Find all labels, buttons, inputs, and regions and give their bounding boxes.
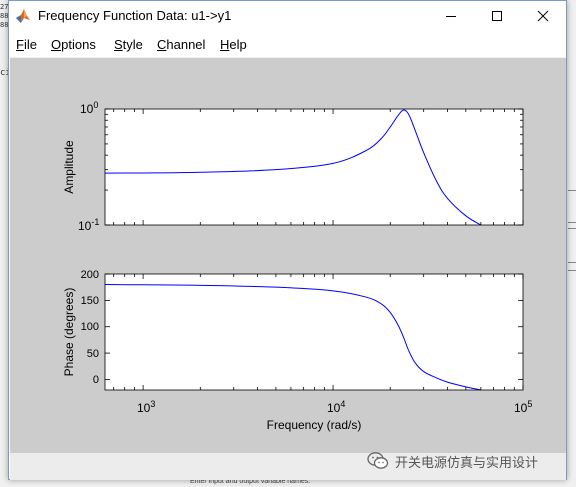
amplitude-ytick-label: 10-1: [78, 217, 99, 233]
minimize-icon: [446, 16, 456, 17]
maximize-button[interactable]: [474, 1, 520, 31]
menu-accelerator: S: [114, 37, 123, 52]
close-button[interactable]: [520, 1, 566, 31]
phase-series-line: [104, 284, 481, 391]
amplitude-ylabel: Amplitude: [62, 140, 76, 194]
menu-bar: File Options Style Channel Help: [9, 31, 566, 58]
phase-axes[interactable]: [105, 274, 523, 390]
matlab-icon: [16, 9, 30, 23]
status-bar: [10, 453, 566, 480]
menu-accelerator: O: [51, 37, 62, 52]
phase-ticks: [105, 273, 524, 390]
menu-channel[interactable]: Channel: [157, 37, 205, 52]
background-hint-text: Enter input and output variable names.: [190, 478, 311, 485]
menu-help[interactable]: Help: [220, 37, 247, 52]
phase-ytick-label: 150: [81, 295, 99, 307]
amplitude-axes-frame: [104, 108, 524, 226]
phase-ytick-label: 0: [93, 374, 99, 386]
amplitude-axes[interactable]: [105, 109, 523, 225]
amplitude-ytick-label: 100: [80, 100, 98, 116]
phase-axes-frame: [104, 273, 524, 391]
close-icon: [537, 10, 549, 22]
menu-label: elp: [229, 37, 247, 52]
menu-style[interactable]: Style: [114, 37, 143, 52]
wechat-icon: [367, 452, 389, 469]
window-title: Frequency Function Data: u1->y1: [38, 8, 232, 23]
bode-plot: 100 10-1 Amplitude 200 150 100 50 0 Phas…: [62, 100, 532, 432]
phase-ytick-label: 200: [81, 269, 99, 281]
figure-window: Frequency Function Data: u1->y1 File Opt…: [8, 0, 567, 480]
background-text: 88: [0, 21, 9, 29]
menu-accelerator: H: [220, 37, 230, 52]
menu-accelerator: F: [16, 37, 24, 52]
menu-accelerator: C: [157, 37, 167, 52]
frequency-xtick-label: 104: [327, 399, 345, 415]
background-text: 27: [0, 3, 9, 11]
menu-label: tyle: [122, 37, 143, 52]
figure-canvas: 100 10-1 Amplitude 200 150 100 50 0 Phas…: [10, 58, 566, 453]
frequency-xtick-label: 105: [514, 399, 532, 415]
frequency-xtick-label: 103: [137, 399, 155, 415]
title-bar[interactable]: Frequency Function Data: u1->y1: [9, 1, 566, 31]
background-text: 88: [0, 12, 9, 20]
phase-ylabel: Phase (degrees): [62, 288, 76, 377]
minimize-button[interactable]: [428, 1, 474, 31]
amplitude-series-line: [104, 109, 482, 226]
menu-label: hannel: [166, 37, 206, 52]
background-status-strip: Enter input and output variable names.: [0, 478, 576, 487]
maximize-icon: [492, 11, 502, 21]
menu-file[interactable]: File: [16, 37, 37, 52]
menu-label: ile: [23, 37, 37, 52]
phase-ytick-label: 100: [81, 321, 99, 333]
menu-options[interactable]: Options: [51, 37, 96, 52]
watermark-text: 开关电源仿真与实用设计: [395, 455, 539, 471]
watermark: 开关电源仿真与实用设计: [367, 449, 538, 473]
phase-ytick-label: 50: [87, 348, 99, 360]
frequency-xlabel: Frequency (rad/s): [267, 418, 362, 432]
menu-label: ptions: [61, 37, 96, 52]
